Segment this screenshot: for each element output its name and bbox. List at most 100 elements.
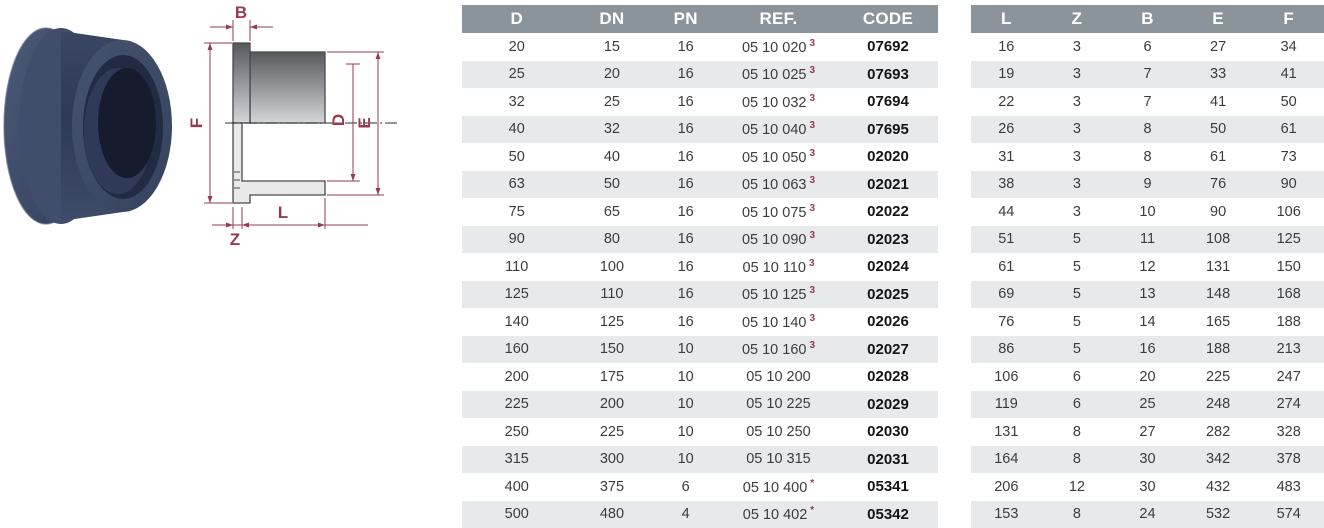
table-cell: 26 [971,115,1042,143]
table-cell: 05 10 090 3 [719,225,838,253]
table-cell: 25 [462,60,572,88]
table-cell: 11 [1112,225,1183,253]
table-row: 75 65 16 05 10 075 3 02022 [462,198,938,226]
table-cell: 532 [1182,500,1254,528]
table-cell: 05342 [838,500,938,528]
table-cell: 119 [971,390,1042,418]
table-cell: 153 [971,500,1042,528]
table-cell: 90 [462,225,572,253]
table-cell: 16 [652,170,719,198]
table-cell: 51 [971,225,1042,253]
dim-label-e: E [355,117,374,128]
table-cell: 8 [1041,500,1113,528]
table-cell: 148 [1182,280,1254,308]
table-cell: 61 [1253,115,1324,143]
table-row: 250 225 10 05 10 250 02030 [462,418,938,446]
table-row: 315 300 10 05 10 315 02031 [462,445,938,473]
column-header: CODE [838,5,938,33]
table-cell: 90 [1182,198,1254,226]
table-cell: 05 10 050 3 [719,143,838,171]
table-row: 26 3 8 50 61 [971,115,1324,143]
table-cell: 25 [1112,390,1183,418]
table-cell: 86 [971,335,1042,363]
table-cell: 8 [1041,445,1113,473]
table-cell: 110 [571,280,653,308]
table-cell: 02025 [838,280,938,308]
table-cell: 05 10 075 3 [719,198,838,226]
table-cell: 225 [462,390,572,418]
table-cell: 5 [1041,225,1113,253]
column-header: REF. [719,5,838,33]
footnote-mark: 3 [809,147,816,159]
table-cell: 27 [1182,33,1254,61]
table-cell: 188 [1253,308,1324,336]
footnote-mark: 3 [809,65,816,77]
table-cell: 02021 [838,170,938,198]
table-cell: 40 [571,143,653,171]
table-cell: 500 [462,500,572,528]
table-cell: 108 [1182,225,1254,253]
table-cell: 16 [652,60,719,88]
table-row: 110 100 16 05 10 110 3 02024 [462,253,938,281]
table-cell: 131 [971,418,1042,446]
table-cell: 05 10 250 [719,418,838,446]
table-cell: 02020 [838,143,938,171]
table-row: 500 480 4 05 10 402 * 05342 [462,500,938,528]
table-cell: 20 [462,33,572,61]
table-row: 31 3 8 61 73 [971,143,1324,171]
socket-upper [249,51,326,124]
table-cell: 05 10 200 [719,363,838,391]
table-cell: 100 [571,253,653,281]
table-cell: 05 10 040 3 [719,115,838,143]
table-cell: 32 [462,88,572,116]
footnote-mark: 3 [809,37,816,49]
table-cell: 3 [1041,143,1113,171]
table-cell: 5 [1041,335,1113,363]
table-cell: 3 [1041,115,1113,143]
table-cell: 05 10 125 3 [719,280,838,308]
footnote-mark: 3 [809,120,816,132]
table-cell: 400 [462,473,572,501]
section-lower [232,122,326,204]
table-cell: 3 [1041,198,1113,226]
table-cell: 41 [1182,88,1254,116]
table-cell: 31 [971,143,1042,171]
table-cell: 12 [1041,473,1113,501]
table-cell: 9 [1112,170,1183,198]
table-row: 40 32 16 05 10 040 3 07695 [462,115,938,143]
table-cell: 5 [1041,308,1113,336]
table-cell: 300 [571,445,653,473]
column-header: Z [1041,5,1113,33]
footnote-mark: 3 [809,312,816,324]
table-cell: 250 [462,418,572,446]
table-cell: 3 [1041,60,1113,88]
dim-label-b: B [235,3,247,22]
table-cell: 160 [462,335,572,363]
table-cell: 02029 [838,390,938,418]
table-cell: 16 [652,253,719,281]
table-row: 61 5 12 131 150 [971,253,1324,281]
table-cell: 22 [971,88,1042,116]
table-cell: 16 [652,88,719,116]
table-cell: 282 [1182,418,1254,446]
table-cell: 200 [571,390,653,418]
table-cell: 106 [971,363,1042,391]
table-cell: 213 [1253,335,1324,363]
table-cell: 05 10 140 3 [719,308,838,336]
table-cell: 05 10 225 [719,390,838,418]
table-row: 200 175 10 05 10 200 02028 [462,363,938,391]
table-row: 125 110 16 05 10 125 3 02025 [462,280,938,308]
table-cell: 125 [571,308,653,336]
table-cell: 106 [1253,198,1324,226]
table-cell: 02030 [838,418,938,446]
table-cell: 07693 [838,60,938,88]
table-cell: 73 [1253,143,1324,171]
table-cell: 140 [462,308,572,336]
table-cell: 10 [652,335,719,363]
table-cell: 188 [1182,335,1254,363]
table-cell: 480 [571,500,653,528]
table-cell: 61 [1182,143,1254,171]
specs-table-l-z-b-e-f: L Z B E F 16 3 6 27 34 19 3 7 33 41 22 3 7 41 50 26 3 8 50 61 31 3… [971,5,1324,528]
table-cell: 168 [1253,280,1324,308]
table-cell: 10 [652,445,719,473]
